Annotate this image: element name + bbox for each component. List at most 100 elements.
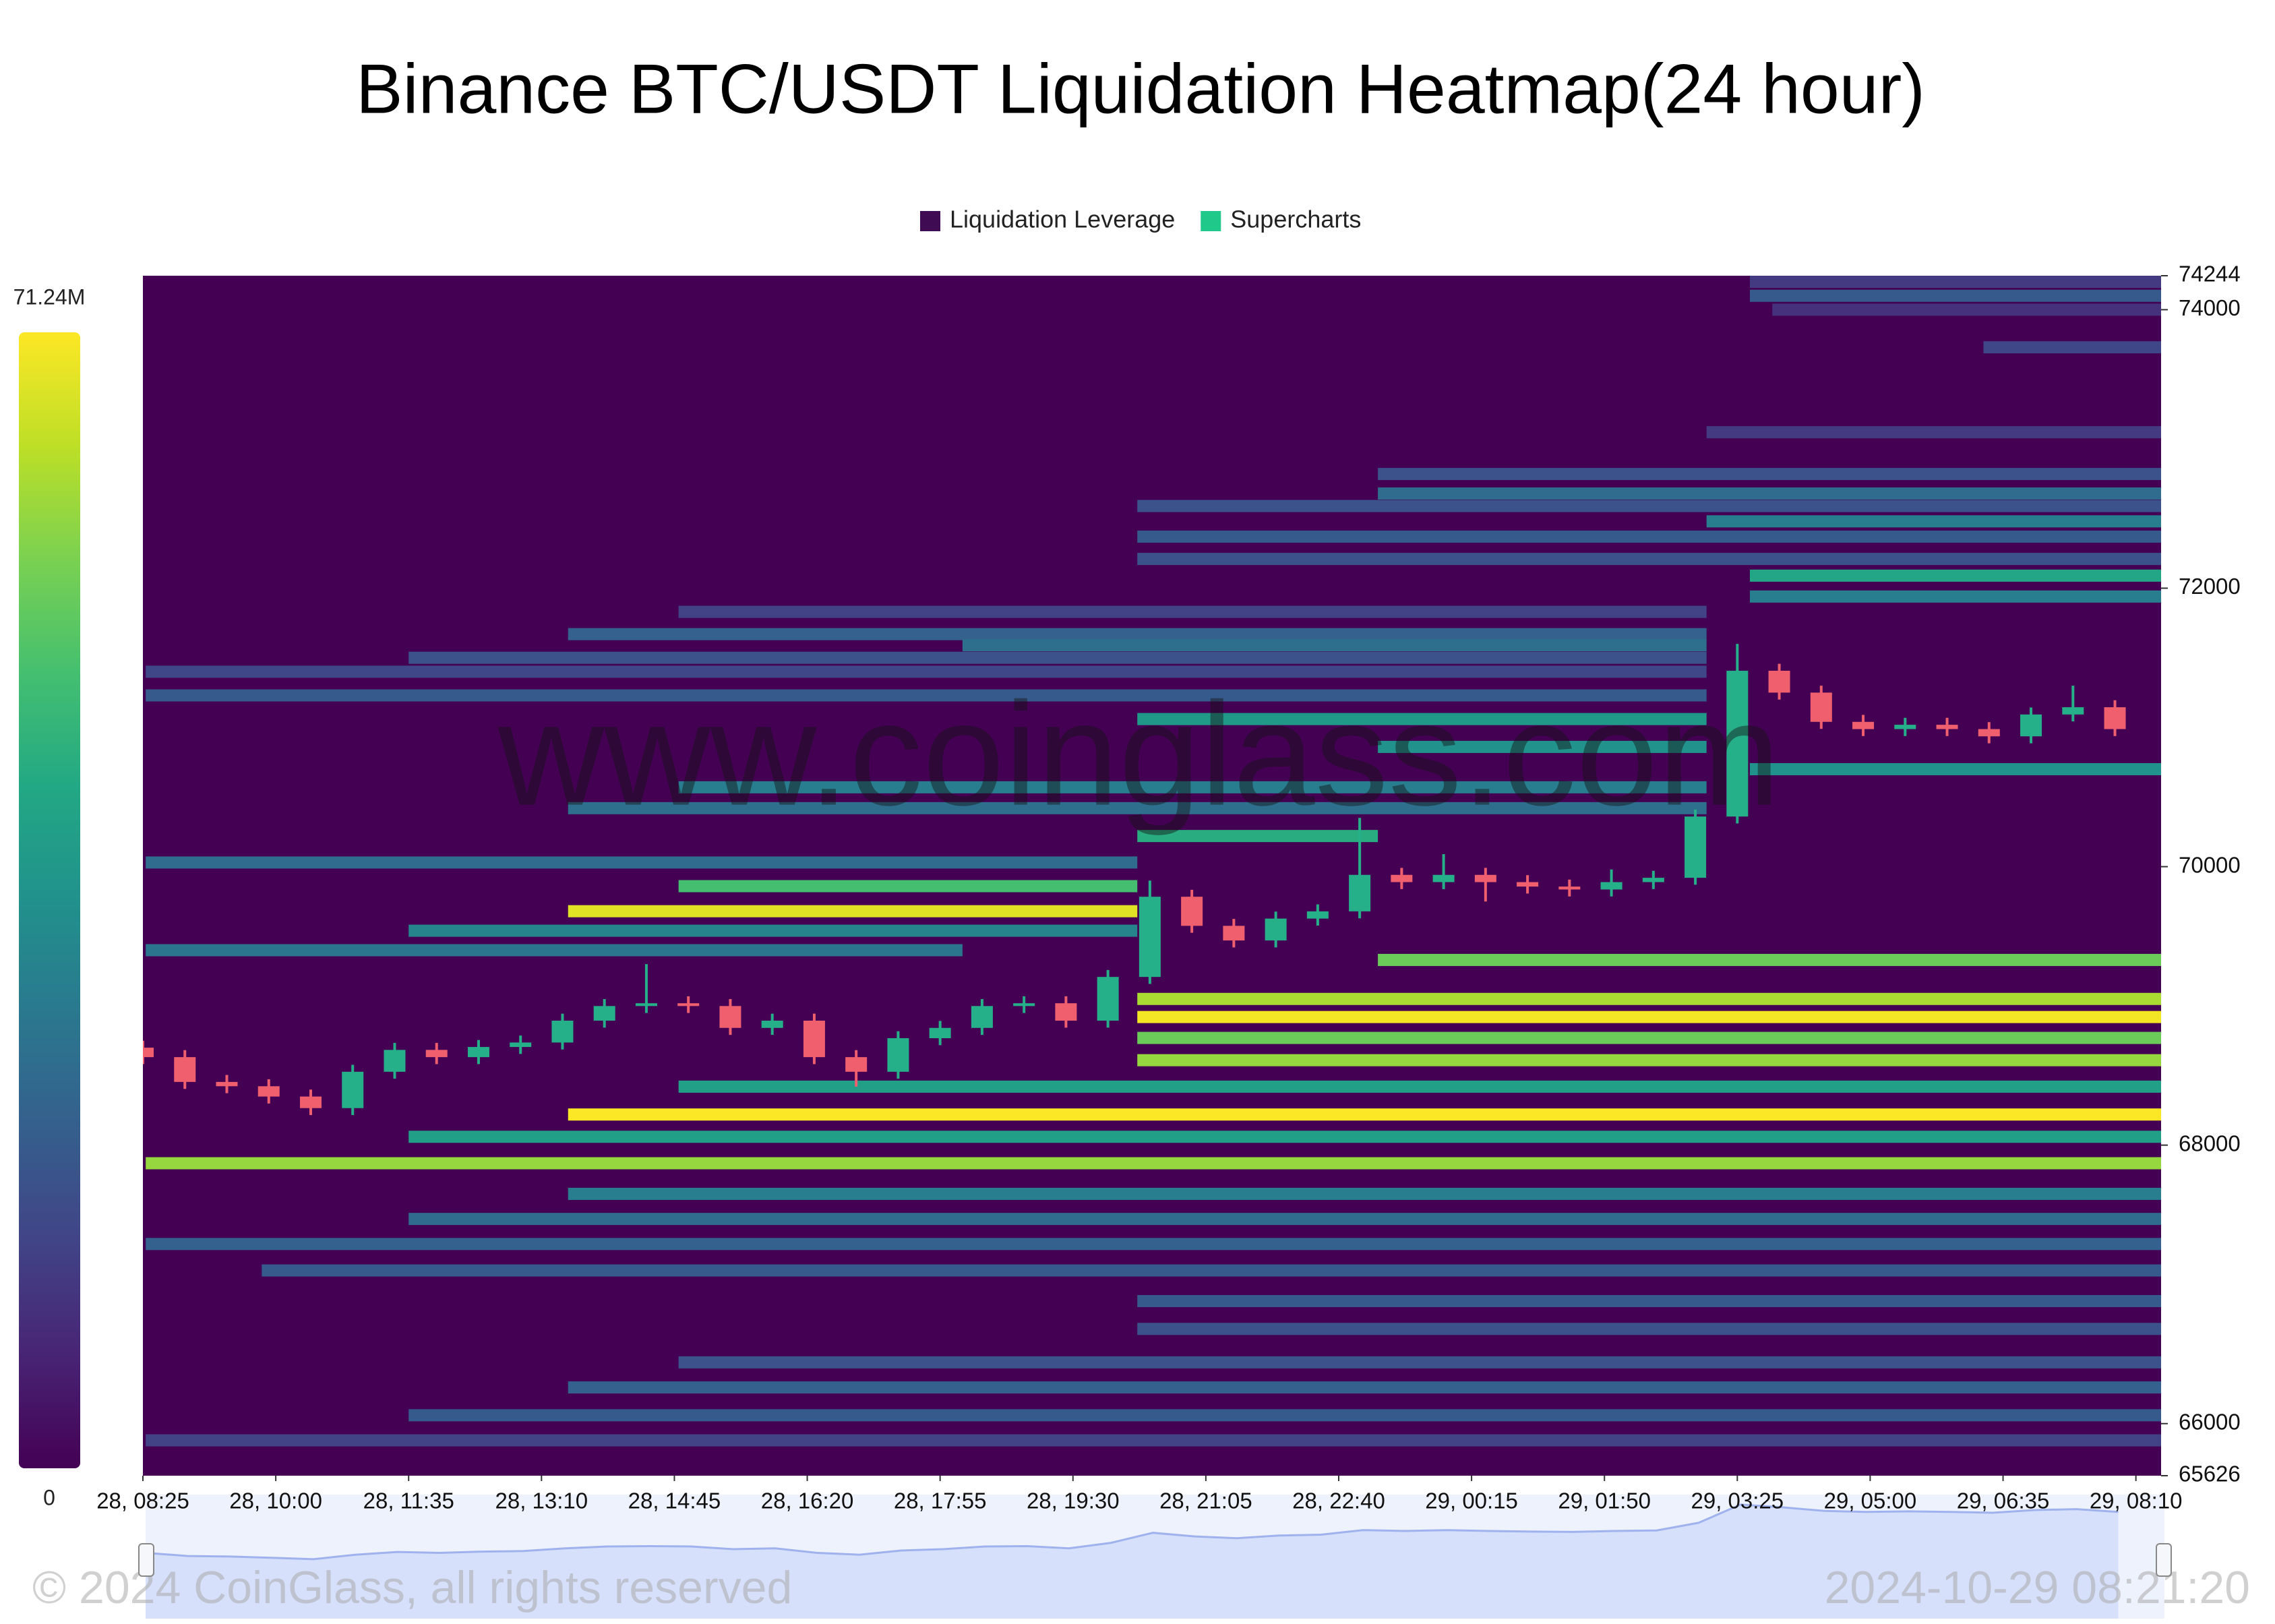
heat-band — [1137, 531, 2161, 543]
candle-body — [1097, 977, 1119, 1021]
heat-band — [962, 639, 1707, 652]
candle-body — [1139, 897, 1161, 978]
heat-band — [1378, 953, 2161, 966]
y-tick-label: 65626 — [2179, 1462, 2241, 1486]
candle-body — [2020, 714, 2042, 737]
candle-body — [1432, 874, 1455, 882]
candle-body — [1013, 1003, 1035, 1006]
x-tick-label: 29, 00:15 — [1425, 1488, 1518, 1513]
heat-band — [146, 1157, 2161, 1170]
y-tick-label: 74000 — [2179, 295, 2241, 320]
heat-band — [1137, 553, 2161, 566]
candle-body — [1517, 882, 1539, 887]
candle-body — [1055, 1003, 1077, 1021]
x-tick-label: 29, 01:50 — [1558, 1488, 1651, 1513]
candle-body — [929, 1027, 951, 1039]
heat-band — [1749, 276, 2161, 289]
candle-body — [510, 1042, 532, 1048]
x-tick-label: 29, 03:25 — [1691, 1488, 1784, 1513]
chart-title: Binance BTC/USDT Liquidation Heatmap(24 … — [356, 50, 1925, 128]
candle-body — [971, 1006, 993, 1028]
heat-band — [1137, 992, 2161, 1005]
candle-body — [1306, 911, 1329, 919]
heat-band — [408, 1131, 2161, 1143]
candle-body — [551, 1021, 574, 1043]
heat-band — [568, 1187, 2161, 1200]
candle-body — [1978, 729, 2000, 737]
candle-body — [1936, 725, 1958, 729]
y-tick-label: 70000 — [2179, 852, 2241, 877]
heat-band — [146, 1238, 2161, 1251]
candle-body — [1600, 882, 1622, 890]
x-tick-label: 29, 05:00 — [1824, 1488, 1917, 1513]
x-tick-label: 28, 17:55 — [894, 1488, 987, 1513]
heat-band — [1378, 487, 2161, 500]
heat-band — [678, 880, 1138, 893]
x-tick-label: 28, 19:30 — [1027, 1488, 1120, 1513]
legend-swatch — [920, 211, 940, 231]
x-tick-label: 28, 11:35 — [363, 1488, 454, 1513]
heat-band — [146, 1434, 2161, 1447]
candle-body — [887, 1038, 909, 1072]
heat-band — [1749, 289, 2161, 302]
candle-body — [1685, 816, 1707, 878]
x-tick-label: 29, 06:35 — [1957, 1488, 2050, 1513]
timestamp: 2024-10-29 08:21:20 — [1825, 1562, 2250, 1613]
x-tick-label: 28, 16:20 — [761, 1488, 854, 1513]
x-tick-label: 28, 13:10 — [495, 1488, 588, 1513]
copyright: © 2024 CoinGlass, all rights reserved — [32, 1562, 792, 1613]
legend-label: Liquidation Leverage — [950, 206, 1175, 233]
heat-band — [408, 1409, 2161, 1422]
candle-body — [1558, 886, 1581, 890]
navigator-handle[interactable] — [2156, 1543, 2172, 1577]
candle-body — [677, 1003, 700, 1006]
heat-band — [678, 605, 1707, 618]
heat-band — [146, 689, 1707, 702]
heat-band — [1706, 426, 2161, 439]
heat-band — [678, 781, 1707, 793]
candle-body — [1642, 878, 1664, 882]
navigator-series — [145, 1503, 2119, 1619]
heat-band — [568, 1108, 2161, 1121]
candle-body — [1852, 721, 1875, 729]
x-tick-label: 28, 08:25 — [96, 1488, 189, 1513]
heat-band — [146, 944, 963, 957]
heat-band — [1137, 1054, 2161, 1066]
navigator-handle[interactable] — [138, 1543, 154, 1577]
candle-body — [1391, 874, 1413, 882]
heat-band — [262, 1264, 2161, 1277]
candle-body — [425, 1050, 448, 1058]
candle-body — [299, 1096, 322, 1108]
heat-band — [1137, 1294, 2161, 1307]
heatmap — [143, 276, 2161, 1476]
heat-band — [1137, 500, 2161, 512]
heat-band — [408, 1213, 2161, 1226]
candle-body — [845, 1057, 868, 1072]
candle-body — [384, 1050, 406, 1072]
candle-body — [174, 1057, 196, 1082]
colorbar-tick-label: 0 — [43, 1485, 55, 1509]
x-tick-label: 28, 10:00 — [229, 1488, 322, 1513]
heat-band — [1749, 590, 2161, 603]
heat-band — [568, 1381, 2161, 1394]
heat-band — [1983, 341, 2161, 354]
candle-body — [635, 1003, 657, 1006]
heat-band — [1706, 515, 2161, 528]
navigator-line — [145, 1503, 2119, 1561]
candle-body — [1265, 918, 1287, 941]
heat-band — [146, 665, 1707, 678]
candle-body — [1894, 725, 1916, 729]
y-tick-label: 66000 — [2179, 1409, 2241, 1434]
candle-body — [143, 1048, 154, 1058]
heat-band — [1749, 762, 2161, 775]
candle-body — [1474, 874, 1496, 882]
navigator-area — [146, 1504, 2119, 1619]
colorbar-tick-label: 71.24M — [13, 284, 86, 309]
y-tick-label: 74244 — [2179, 262, 2241, 287]
candle-body — [1726, 670, 1749, 817]
watermark: www.coinglass.com — [497, 673, 1780, 837]
heat-band — [568, 802, 1707, 814]
y-tick-label: 68000 — [2179, 1131, 2241, 1155]
